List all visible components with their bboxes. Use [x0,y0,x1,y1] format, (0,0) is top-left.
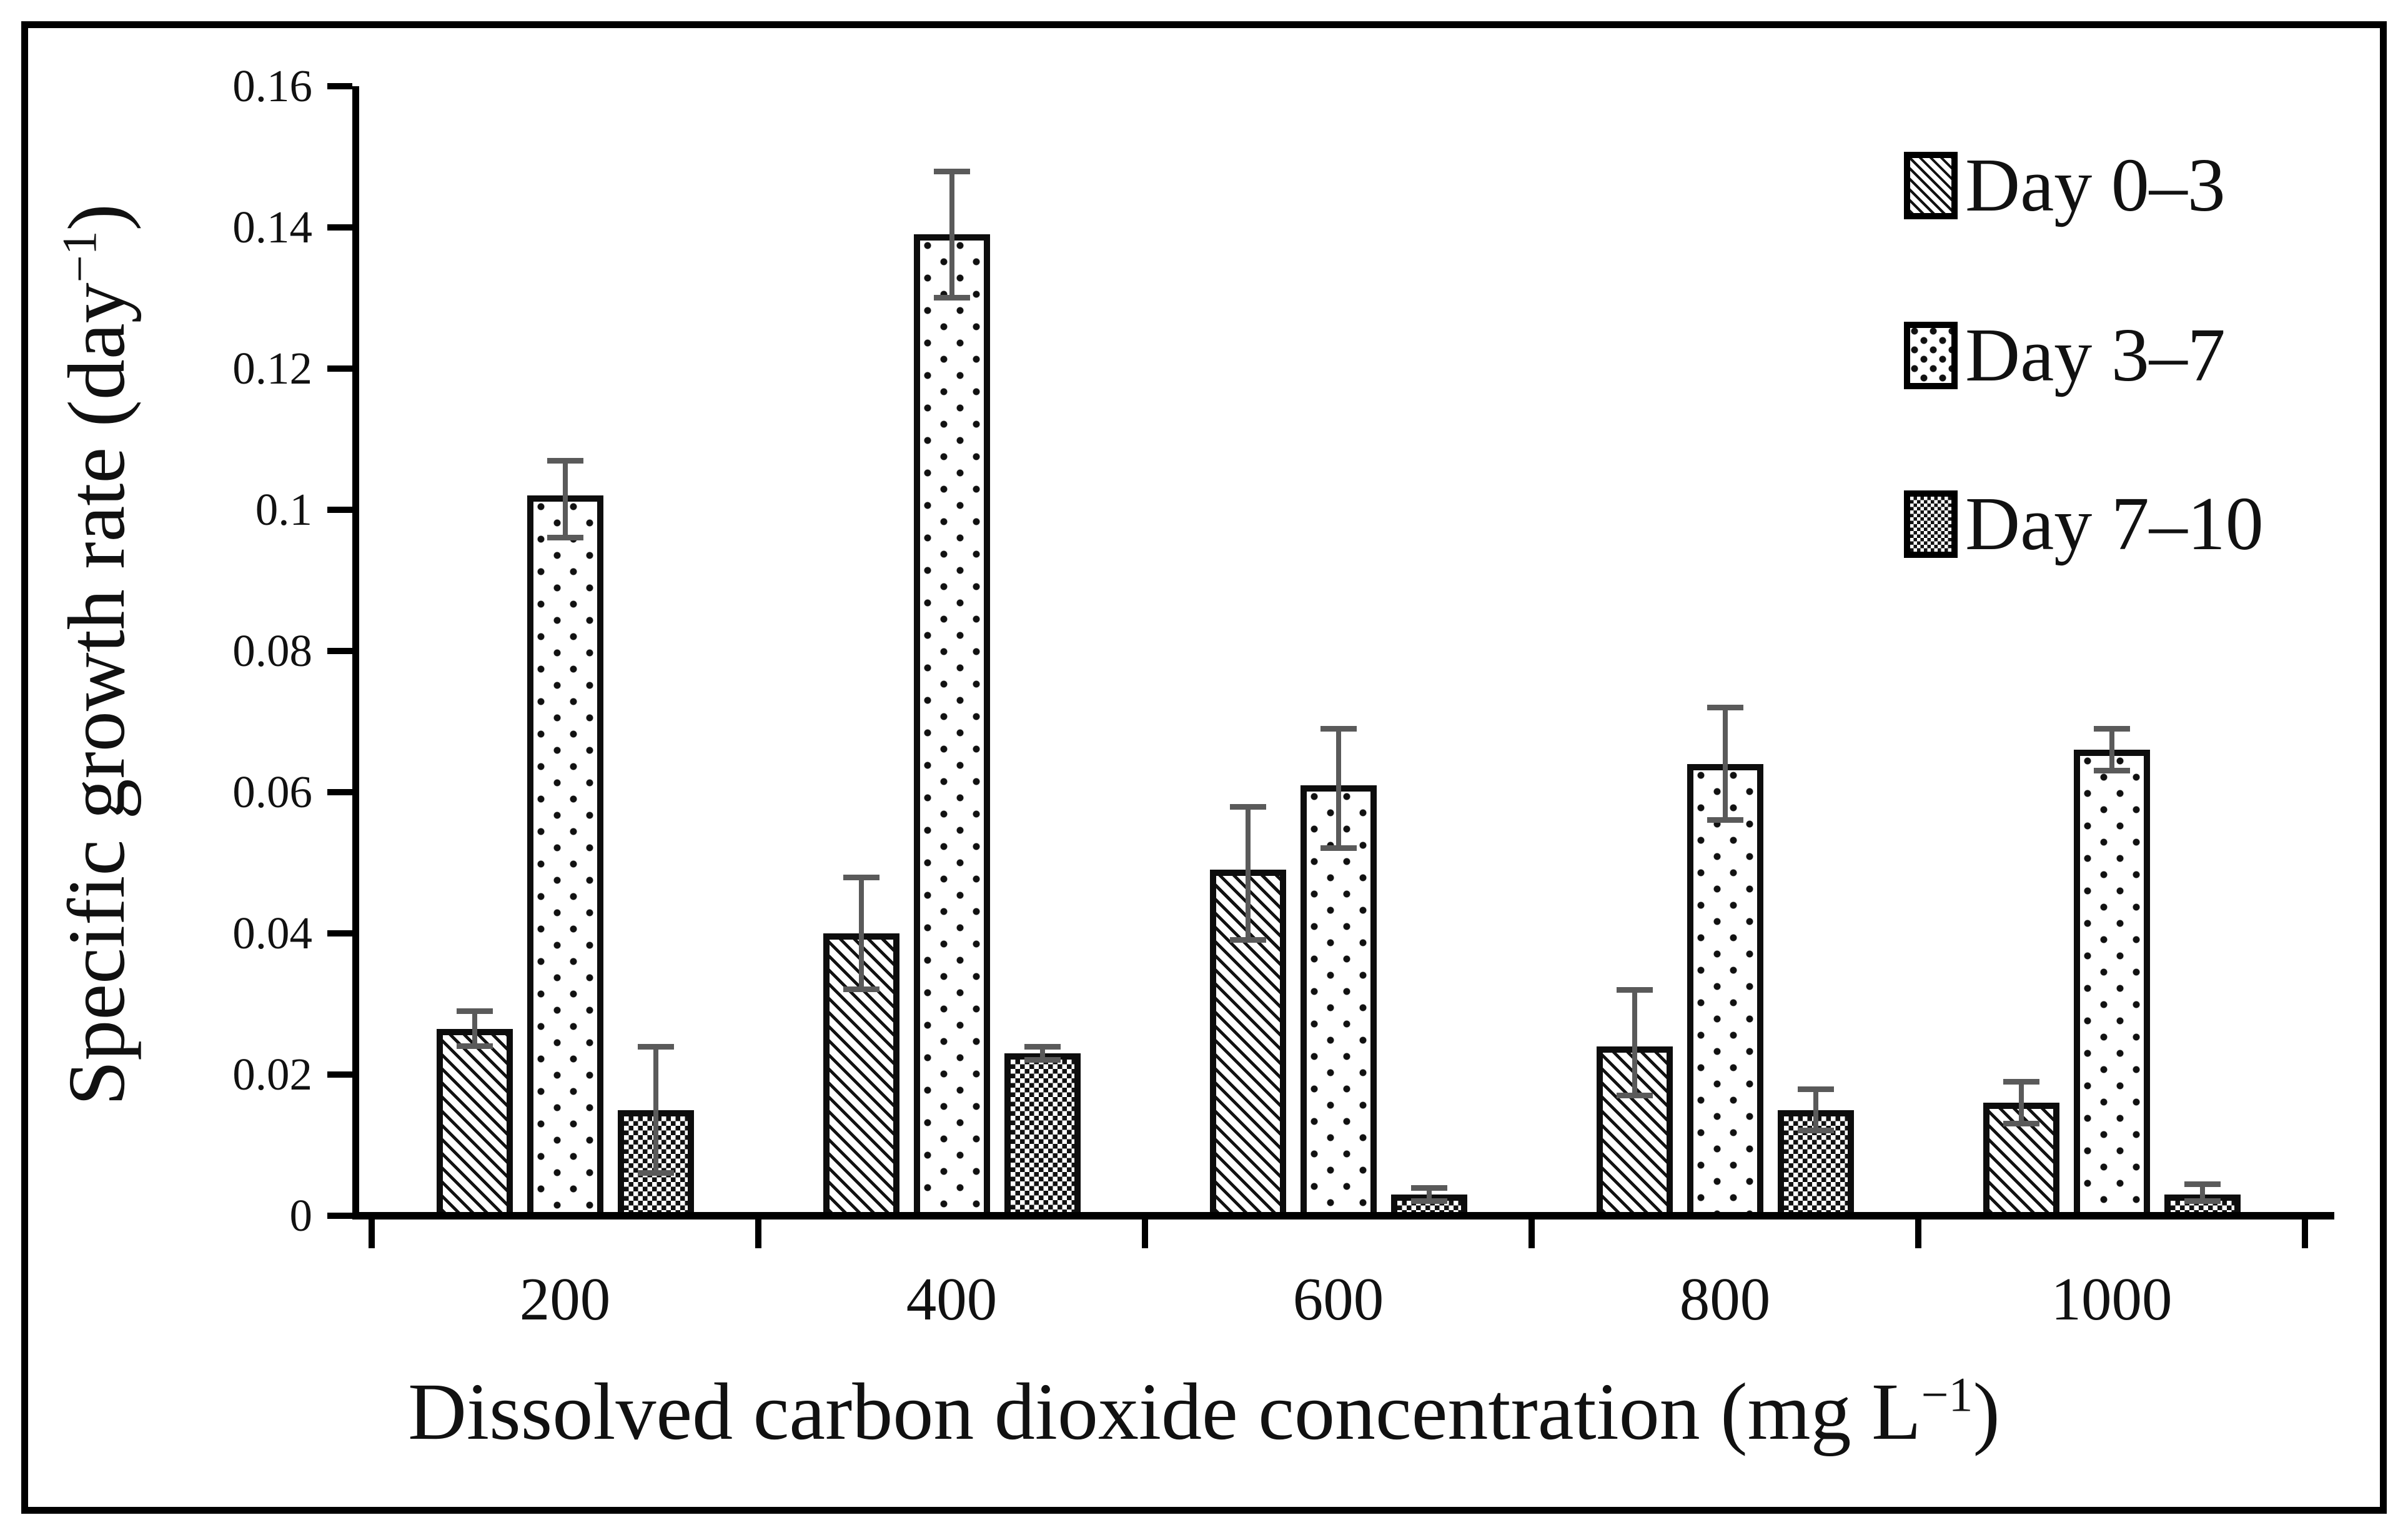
legend-label: Day 3–7 [1965,313,2226,397]
error-bar-day-3–7-400 [949,171,954,298]
x-axis-line [352,1212,2334,1220]
x-tick [369,1220,375,1248]
error-bar-day-0–3-800-bottom-cap [1616,1092,1653,1098]
error-bar-day-7–10-1000-bottom-cap [2184,1198,2221,1205]
error-bar-day-3–7-600 [1335,728,1341,849]
error-bar-day-0–3-800 [1632,990,1637,1096]
error-bar-day-3–7-200-top-cap [547,457,583,464]
legend-item-day-0-3: Day 0–3 [1904,143,2226,227]
error-bar-day-3–7-1000-bottom-cap [2093,768,2130,774]
y-tick [327,83,352,89]
y-tick-label: 0 [289,1190,313,1241]
y-tick [327,507,352,513]
error-bar-day-3–7-800-top-cap [1707,705,1743,711]
x-tick [755,1220,761,1248]
x-tick-label: 200 [519,1266,611,1333]
y-tick-label: 0.08 [232,625,312,676]
y-tick-label: 0.16 [232,61,312,111]
error-bar-day-3–7-400-bottom-cap [933,295,970,301]
y-tick-label: 0.06 [232,767,312,817]
bar-day-7–10-400 [1004,1053,1081,1220]
error-bar-day-3–7-600-bottom-cap [1320,845,1357,852]
y-tick [327,365,352,372]
error-bar-day-7–10-800-bottom-cap [1797,1128,1834,1134]
y-tick-label: 0.1 [255,484,312,535]
y-tick-label: 0.12 [232,343,312,394]
legend-item-day-7-10: Day 7–10 [1904,482,2264,566]
error-bar-day-0–3-600 [1245,806,1251,941]
error-bar-day-0–3-1000-bottom-cap [2003,1121,2039,1127]
figure-frame [21,21,2387,1514]
error-bar-day-7–10-600-top-cap [1410,1185,1447,1191]
error-bar-day-7–10-1000 [2199,1184,2205,1202]
error-bar-day-0–3-400-top-cap [843,874,879,880]
x-tick-label: 400 [906,1266,998,1333]
bar-day-0–3-200 [436,1028,513,1220]
error-bar-day-0–3-200 [472,1011,477,1046]
legend-item-day-3-7: Day 3–7 [1904,313,2226,397]
error-bar-day-3–7-800-bottom-cap [1707,817,1743,823]
x-tick-label: 800 [1679,1266,1771,1333]
legend-label: Day 0–3 [1965,143,2226,227]
legend-swatch-day-3-7-icon [1904,322,1958,389]
bar-day-3–7-400 [913,234,990,1220]
y-tick [327,224,352,231]
error-bar-day-0–3-1000-top-cap [2003,1079,2039,1085]
error-bar-day-3–7-1000-top-cap [2093,726,2130,732]
error-bar-day-3–7-400-top-cap [933,168,970,174]
bar-day-3–7-600 [1300,785,1377,1220]
legend-label: Day 7–10 [1965,482,2264,566]
y-tick-label: 0.14 [232,202,312,252]
error-bar-day-0–3-600-bottom-cap [1229,937,1266,943]
error-bar-day-7–10-600 [1426,1187,1432,1202]
error-bar-day-7–10-400 [1039,1046,1045,1061]
x-tick [2302,1220,2308,1248]
error-bar-day-3–7-200-bottom-cap [547,535,583,541]
error-bar-day-7–10-800-top-cap [1797,1086,1834,1092]
y-tick-label: 0.02 [232,1049,312,1100]
error-bar-day-0–3-600-top-cap [1229,803,1266,810]
error-bar-day-3–7-600-top-cap [1320,726,1357,732]
y-tick-label: 0.04 [232,908,312,958]
error-bar-day-0–3-1000 [2018,1081,2024,1125]
error-bar-day-0–3-400 [858,877,864,990]
error-bar-day-0–3-400-bottom-cap [843,986,879,993]
error-bar-day-7–10-200 [653,1046,658,1174]
error-bar-day-0–3-200-top-cap [456,1008,493,1015]
bar-day-3–7-200 [527,495,603,1220]
error-bar-day-0–3-200-bottom-cap [456,1043,493,1049]
error-bar-day-3–7-800 [1722,707,1728,821]
error-bar-day-7–10-200-bottom-cap [637,1170,674,1176]
error-bar-day-7–10-1000-top-cap [2184,1181,2221,1188]
error-bar-day-3–7-1000 [2109,728,2114,772]
x-tick [1529,1220,1535,1248]
y-tick [327,1213,352,1219]
error-bar-day-7–10-800 [1813,1088,1818,1131]
y-tick [327,789,352,795]
y-tick [327,1071,352,1078]
x-tick [1915,1220,1921,1248]
error-bar-day-3–7-200 [562,460,568,539]
x-tick [1142,1220,1148,1248]
error-bar-day-0–3-800-top-cap [1616,987,1653,993]
bar-day-3–7-1000 [2073,750,2150,1220]
y-axis-line [352,86,359,1220]
bar-day-3–7-800 [1687,763,1763,1220]
error-bar-day-7–10-400-top-cap [1024,1043,1061,1050]
x-axis-title: Dissolved carbon dioxide concentration (… [408,1367,2000,1457]
error-bar-day-7–10-200-top-cap [637,1043,674,1050]
x-tick-label: 600 [1292,1266,1384,1333]
legend-swatch-day-0-3-icon [1904,152,1958,219]
y-tick [327,930,352,936]
x-tick-label: 1000 [2051,1266,2173,1333]
error-bar-day-7–10-600-bottom-cap [1410,1198,1447,1205]
y-tick [327,648,352,654]
error-bar-day-7–10-400-bottom-cap [1024,1057,1061,1063]
legend-swatch-day-7-10-icon [1904,490,1958,558]
